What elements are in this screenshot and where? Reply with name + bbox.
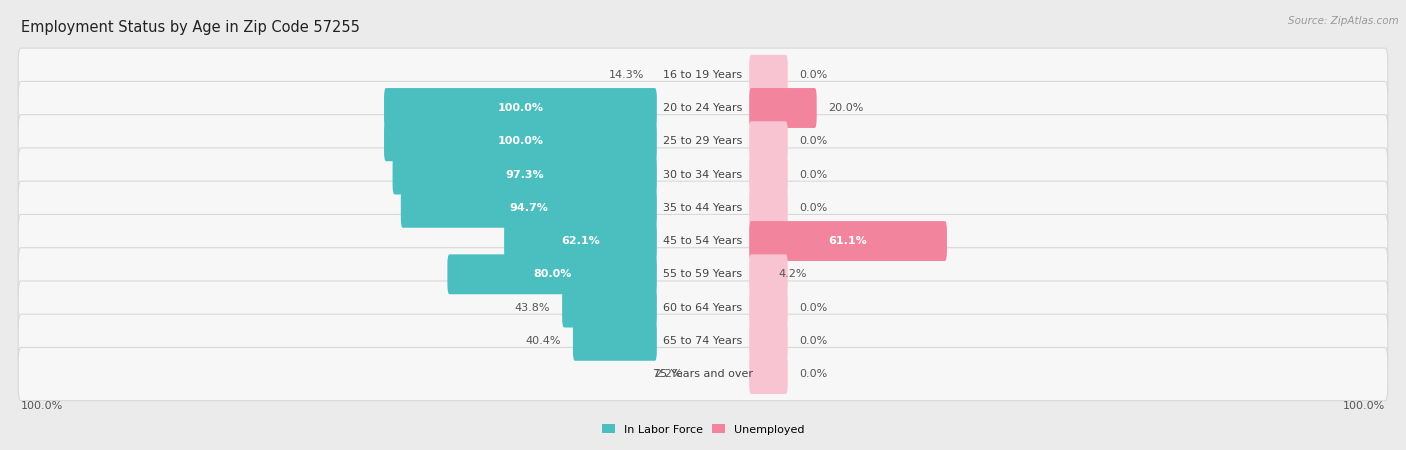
FancyBboxPatch shape <box>749 88 817 128</box>
Text: 20 to 24 Years: 20 to 24 Years <box>664 103 742 113</box>
FancyBboxPatch shape <box>18 248 1388 301</box>
Text: 4.2%: 4.2% <box>779 269 807 279</box>
FancyBboxPatch shape <box>749 221 946 261</box>
FancyBboxPatch shape <box>18 281 1388 334</box>
Text: 0.0%: 0.0% <box>800 136 828 146</box>
FancyBboxPatch shape <box>18 347 1388 400</box>
Text: 100.0%: 100.0% <box>21 400 63 411</box>
FancyBboxPatch shape <box>749 354 787 394</box>
Text: 2.2%: 2.2% <box>654 369 682 379</box>
Text: 0.0%: 0.0% <box>800 170 828 180</box>
Text: 94.7%: 94.7% <box>509 203 548 213</box>
FancyBboxPatch shape <box>18 314 1388 368</box>
Text: 25 to 29 Years: 25 to 29 Years <box>664 136 742 146</box>
Text: 0.0%: 0.0% <box>800 70 828 80</box>
Text: 35 to 44 Years: 35 to 44 Years <box>664 203 742 213</box>
Text: 0.0%: 0.0% <box>800 336 828 346</box>
Text: 55 to 59 Years: 55 to 59 Years <box>664 269 742 279</box>
Text: 0.0%: 0.0% <box>800 302 828 313</box>
FancyBboxPatch shape <box>18 115 1388 168</box>
Text: 16 to 19 Years: 16 to 19 Years <box>664 70 742 80</box>
FancyBboxPatch shape <box>505 221 657 261</box>
FancyBboxPatch shape <box>384 88 657 128</box>
FancyBboxPatch shape <box>749 288 787 328</box>
FancyBboxPatch shape <box>749 188 787 228</box>
Text: 60 to 64 Years: 60 to 64 Years <box>664 302 742 313</box>
FancyBboxPatch shape <box>447 254 657 294</box>
Text: 40.4%: 40.4% <box>526 336 561 346</box>
FancyBboxPatch shape <box>392 154 657 194</box>
Text: 100.0%: 100.0% <box>1343 400 1385 411</box>
Text: 100.0%: 100.0% <box>498 103 544 113</box>
Text: 75 Years and over: 75 Years and over <box>652 369 754 379</box>
Text: 30 to 34 Years: 30 to 34 Years <box>664 170 742 180</box>
FancyBboxPatch shape <box>18 48 1388 101</box>
FancyBboxPatch shape <box>401 188 657 228</box>
Text: 43.8%: 43.8% <box>515 302 550 313</box>
FancyBboxPatch shape <box>18 215 1388 268</box>
Text: 0.0%: 0.0% <box>800 369 828 379</box>
Text: 14.3%: 14.3% <box>609 70 644 80</box>
Text: 62.1%: 62.1% <box>561 236 600 246</box>
FancyBboxPatch shape <box>749 154 787 194</box>
Legend: In Labor Force, Unemployed: In Labor Force, Unemployed <box>598 420 808 439</box>
Text: 100.0%: 100.0% <box>498 136 544 146</box>
Text: Employment Status by Age in Zip Code 57255: Employment Status by Age in Zip Code 572… <box>21 20 360 35</box>
Text: 61.1%: 61.1% <box>828 236 868 246</box>
Text: 20.0%: 20.0% <box>828 103 863 113</box>
FancyBboxPatch shape <box>749 55 787 94</box>
FancyBboxPatch shape <box>18 181 1388 234</box>
Text: 45 to 54 Years: 45 to 54 Years <box>664 236 742 246</box>
Text: 0.0%: 0.0% <box>800 203 828 213</box>
FancyBboxPatch shape <box>749 321 787 361</box>
FancyBboxPatch shape <box>18 148 1388 201</box>
FancyBboxPatch shape <box>18 81 1388 135</box>
Text: 80.0%: 80.0% <box>533 269 571 279</box>
FancyBboxPatch shape <box>749 122 787 161</box>
FancyBboxPatch shape <box>384 122 657 161</box>
FancyBboxPatch shape <box>562 288 657 328</box>
FancyBboxPatch shape <box>749 254 787 294</box>
Text: Source: ZipAtlas.com: Source: ZipAtlas.com <box>1288 16 1399 26</box>
Text: 97.3%: 97.3% <box>505 170 544 180</box>
Text: 65 to 74 Years: 65 to 74 Years <box>664 336 742 346</box>
FancyBboxPatch shape <box>572 321 657 361</box>
